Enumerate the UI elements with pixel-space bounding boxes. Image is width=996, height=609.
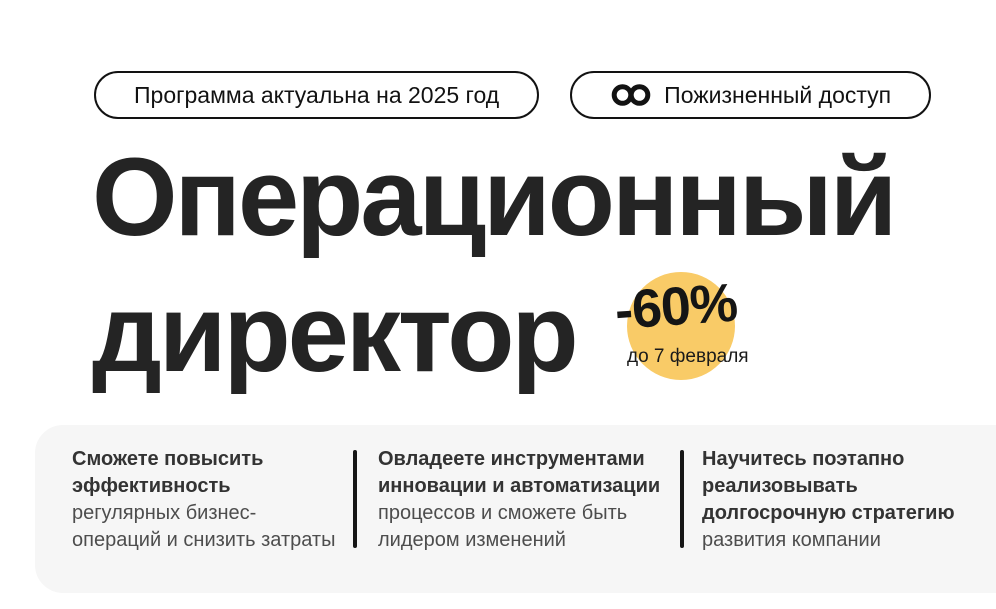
program-year-badge-label: Программа актуальна на 2025 год — [134, 81, 500, 108]
benefit-regular-line: лидером изменений — [378, 529, 566, 551]
infinity-icon — [610, 83, 652, 107]
page-title-line2: директор — [92, 272, 579, 395]
vertical-divider — [680, 450, 684, 548]
benefits-panel: Сможете повысить эффективность регулярны… — [35, 425, 996, 593]
benefit-bold-line: долгосрочную стратегию — [702, 502, 955, 524]
benefit-regular-line: операций и снизить затраты — [72, 529, 336, 551]
lifetime-access-badge-label: Пожизненный доступ — [664, 81, 892, 108]
badges-row: Программа актуальна на 2025 год Пожизнен… — [94, 71, 932, 119]
benefit-regular-line: процессов и сможете быть — [378, 502, 628, 524]
benefit-bold-line: Сможете повысить — [72, 448, 264, 470]
benefit-item-tools: Овладеете инструментами инновации и авто… — [378, 446, 673, 554]
page-title-line1: Операционный — [92, 136, 897, 259]
discount-percent: -60% — [612, 272, 739, 341]
benefit-bold-line: реализовывать — [702, 475, 858, 497]
benefit-regular-line: регулярных бизнес- — [72, 502, 257, 524]
benefit-bold-line: инновации и автоматизации — [378, 475, 661, 497]
discount-circle — [627, 272, 735, 380]
page-title: Операционный директор — [92, 130, 897, 402]
benefit-item-efficiency: Сможете повысить эффективность регулярны… — [72, 446, 357, 554]
vertical-divider — [353, 450, 357, 548]
benefit-regular-line: развития компании — [702, 529, 881, 551]
lifetime-access-badge: Пожизненный доступ — [570, 71, 932, 119]
discount-badge: -60% до 7 февраля — [613, 272, 749, 380]
benefit-bold-line: эффективность — [72, 475, 231, 497]
benefit-item-strategy: Научитесь поэтапно реализовывать долгоср… — [702, 446, 982, 554]
benefit-bold-line: Овладеете инструментами — [378, 448, 645, 470]
program-year-badge: Программа актуальна на 2025 год — [94, 71, 540, 119]
discount-deadline: до 7 февраля — [627, 346, 749, 367]
benefit-bold-line: Научитесь поэтапно — [702, 448, 905, 470]
